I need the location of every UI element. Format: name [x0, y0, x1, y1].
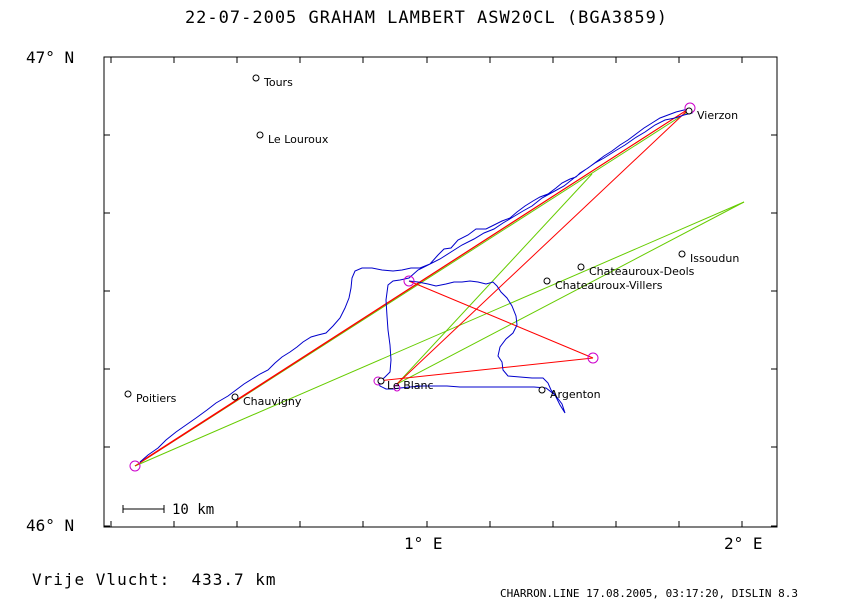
city-label: Vierzon [697, 109, 738, 122]
city-label: Tours [263, 76, 293, 89]
city-label: Le Louroux [268, 133, 329, 146]
map-frame [103, 56, 778, 528]
scale-bar-label: 10 km [172, 502, 214, 518]
city-marker-tours [252, 74, 260, 82]
task-legs [134, 107, 691, 467]
city-marker-vierzon [685, 107, 693, 115]
city-marker-chauvigny [231, 393, 239, 401]
file-info: CHARRON.LINE 17.08.2005, 03:17:20, DISLI… [500, 587, 799, 600]
turnpoint-east [587, 352, 599, 364]
city-marker-argenton [538, 386, 546, 394]
top-ticks [110, 57, 743, 63]
y-axis-bottom-label: 46° N [26, 516, 75, 535]
x-axis-mid-label: 1° E [404, 534, 443, 553]
turnpoint-start [129, 460, 141, 472]
city-marker-chateauroux-villers [543, 277, 551, 285]
city-label: Chateauroux-Villers [555, 279, 663, 292]
x-axis-right-label: 2° E [724, 534, 763, 553]
distance-summary: Vrije Vlucht: 433.7 km [32, 570, 277, 589]
y-axis-top-label: 47° N [26, 48, 75, 67]
flight-track [139, 108, 693, 463]
city-label: Chateauroux-Deols [589, 265, 695, 278]
city-label: Issoudun [690, 252, 739, 265]
city-markers [124, 74, 693, 401]
city-marker-le-blanc [377, 377, 385, 385]
city-label: Chauvigny [243, 395, 302, 408]
city-labels: Tours Le Louroux Vierzon Issoudun Chatea… [136, 76, 739, 408]
left-ticks [104, 56, 110, 527]
right-ticks [771, 56, 777, 527]
city-label: Le Blanc [387, 379, 434, 392]
city-label: Poitiers [136, 392, 177, 405]
turnpoint-finish [393, 384, 401, 392]
city-marker-chateauroux-deols [577, 263, 585, 271]
turnpoint-middle [403, 275, 415, 287]
map-title: 22-07-2005 GRAHAM LAMBERT ASW20CL (BGA38… [184, 8, 669, 28]
city-marker-le-louroux [256, 131, 264, 139]
bottom-ticks [110, 521, 743, 527]
scale-bar: 10 km [122, 502, 214, 518]
city-marker-poitiers [124, 390, 132, 398]
city-label: Argenton [550, 388, 601, 401]
city-marker-issoudun [678, 250, 686, 258]
